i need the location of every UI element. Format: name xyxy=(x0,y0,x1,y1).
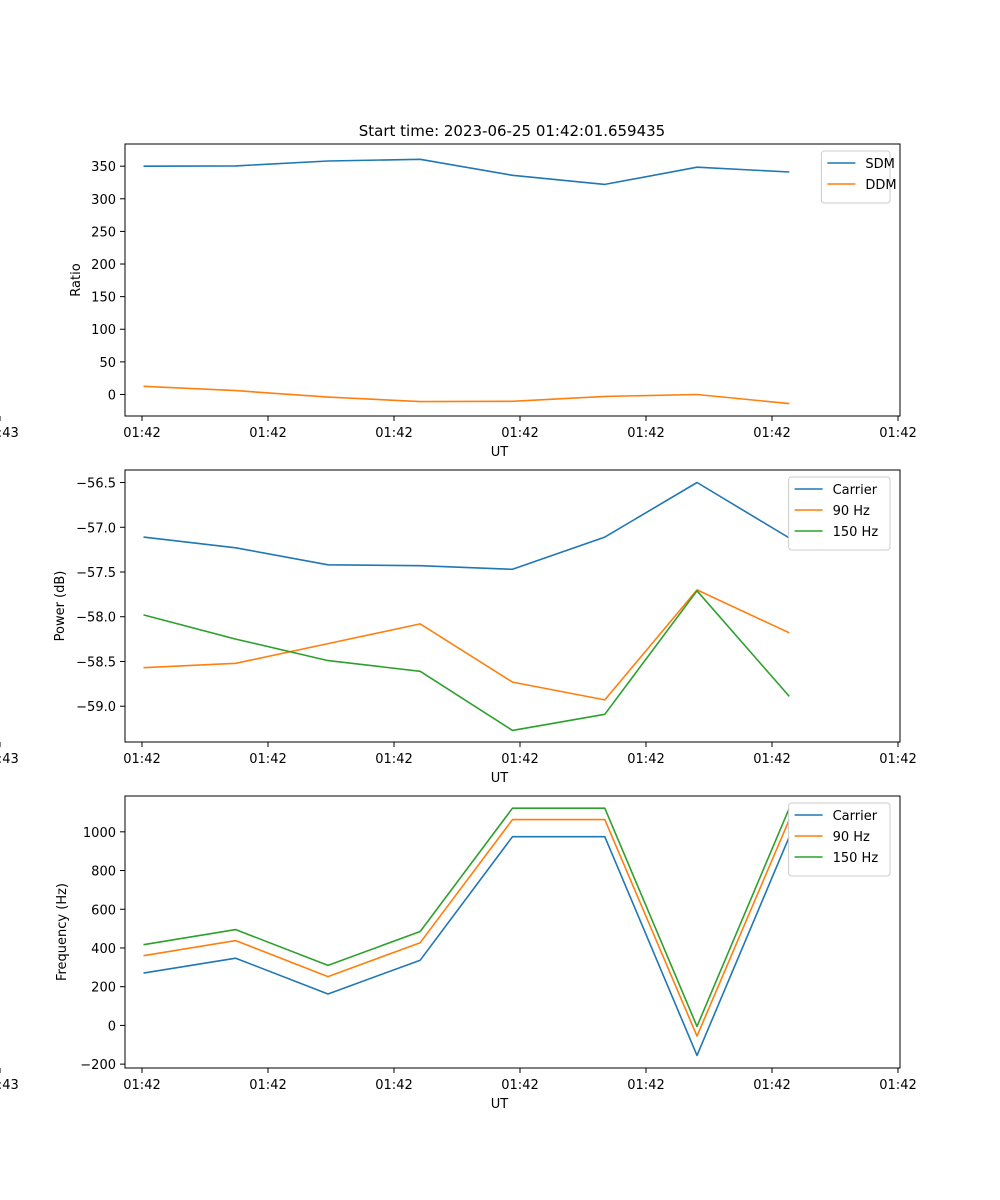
y-tick-label: −58.5 xyxy=(76,655,116,670)
x-tick-label: 01:43 xyxy=(0,752,19,767)
series-line-ddm xyxy=(143,385,790,405)
y-tick-label: 200 xyxy=(91,981,116,996)
y-tick-label: 1000 xyxy=(83,826,116,841)
x-tick-label: 01:42 xyxy=(123,1078,160,1093)
series-line-carrier xyxy=(143,481,790,571)
figure-title: Start time: 2023-06-25 01:42:01.659435 xyxy=(359,122,665,140)
y-tick-label: −56.5 xyxy=(76,477,116,492)
series-line-150-hz xyxy=(143,589,790,732)
x-tick-label: 01:42 xyxy=(375,752,412,767)
y-tick-label: 800 xyxy=(91,865,116,880)
series-line-150-hz xyxy=(143,807,791,1028)
y-tick-label: −59.0 xyxy=(76,700,116,715)
legend: Carrier 90 Hz 150 Hz xyxy=(788,802,891,877)
y-tick-label: 350 xyxy=(91,160,116,175)
y-tick-label: −200 xyxy=(80,1058,116,1073)
legend-label: 90 Hz xyxy=(833,504,870,519)
chart-panel-3: 01:42 01:42 01:42 01:42 01:42 01:42 01:42 01:43… xyxy=(0,795,917,1112)
chart-panel-2: 01:42 01:42 01:42 01:42 01:42 01:42 01:42 01:43… xyxy=(0,469,917,786)
series-line-carrier xyxy=(143,835,791,1057)
legend-label: 150 Hz xyxy=(833,851,879,866)
legend-label: Carrier xyxy=(833,483,878,498)
y-tick-label: 250 xyxy=(91,225,116,240)
x-tick-label: 01:42 xyxy=(375,426,412,441)
x-tick-label: 01:42 xyxy=(375,1078,412,1093)
x-tick-label: 01:42 xyxy=(501,1078,538,1093)
y-tick-label: −57.5 xyxy=(76,566,116,581)
series-line-90-hz xyxy=(143,589,790,701)
legend: Carrier 90 Hz 150 Hz xyxy=(788,476,891,551)
chart-panel-1: 01:42 01:42 01:42 01:42 01:42 01:42 01:42 01:43… xyxy=(0,143,917,460)
legend-label: Carrier xyxy=(833,809,878,824)
x-tick-label: 01:42 xyxy=(249,752,286,767)
y-tick-label: 200 xyxy=(91,258,116,273)
y-tick-label: 100 xyxy=(91,323,116,338)
x-tick-label: 01:42 xyxy=(879,752,916,767)
x-tick-label: 01:42 xyxy=(627,1078,664,1093)
x-tick-label: 01:42 xyxy=(249,1078,286,1093)
y-tick-label: 600 xyxy=(91,903,116,918)
x-axis-label: UT xyxy=(491,1097,509,1112)
plot-frame xyxy=(124,795,901,1069)
y-axis-label: Ratio xyxy=(69,263,84,296)
x-tick-label: 01:42 xyxy=(627,752,664,767)
x-tick-label: 01:42 xyxy=(123,752,160,767)
series-line-sdm xyxy=(143,158,790,186)
x-tick-label: 01:42 xyxy=(879,1078,916,1093)
x-tick-label: 01:42 xyxy=(753,1078,790,1093)
legend-label: 150 Hz xyxy=(833,525,879,540)
x-tick-label: 01:42 xyxy=(753,752,790,767)
x-axis-label: UT xyxy=(491,771,509,786)
plot-frame xyxy=(124,143,901,417)
panels: 01:42 01:42 01:42 01:42 01:42 01:42 01:42 01:43… xyxy=(0,143,917,1112)
y-tick-label: 0 xyxy=(108,1019,116,1034)
x-tick-label: 01:42 xyxy=(879,426,916,441)
legend: SDM DDM xyxy=(820,150,897,204)
y-axis-label: Power (dB) xyxy=(53,571,68,642)
y-tick-label: 0 xyxy=(108,388,116,403)
y-tick-label: 300 xyxy=(91,193,116,208)
legend-label: 90 Hz xyxy=(833,830,870,845)
y-tick-label: −58.0 xyxy=(76,611,116,626)
legend-label: DDM xyxy=(865,178,896,193)
plot-frame xyxy=(124,469,901,743)
x-tick-label: 01:43 xyxy=(0,426,19,441)
x-tick-label: 01:42 xyxy=(627,426,664,441)
y-tick-label: 400 xyxy=(91,942,116,957)
y-tick-label: −57.0 xyxy=(76,521,116,536)
legend-label: SDM xyxy=(865,157,894,172)
x-tick-label: 01:42 xyxy=(123,426,160,441)
series-line-90-hz xyxy=(143,818,791,1037)
y-tick-label: 150 xyxy=(91,291,116,306)
y-axis-label: Frequency (Hz) xyxy=(55,883,70,981)
x-tick-label: 01:42 xyxy=(249,426,286,441)
x-axis-label: UT xyxy=(491,445,509,460)
x-tick-label: 01:42 xyxy=(501,426,538,441)
legend-box xyxy=(820,150,891,204)
x-tick-label: 01:42 xyxy=(501,752,538,767)
x-tick-label: 01:42 xyxy=(753,426,790,441)
x-tick-label: 01:43 xyxy=(0,1078,19,1093)
y-tick-label: 50 xyxy=(99,356,116,371)
